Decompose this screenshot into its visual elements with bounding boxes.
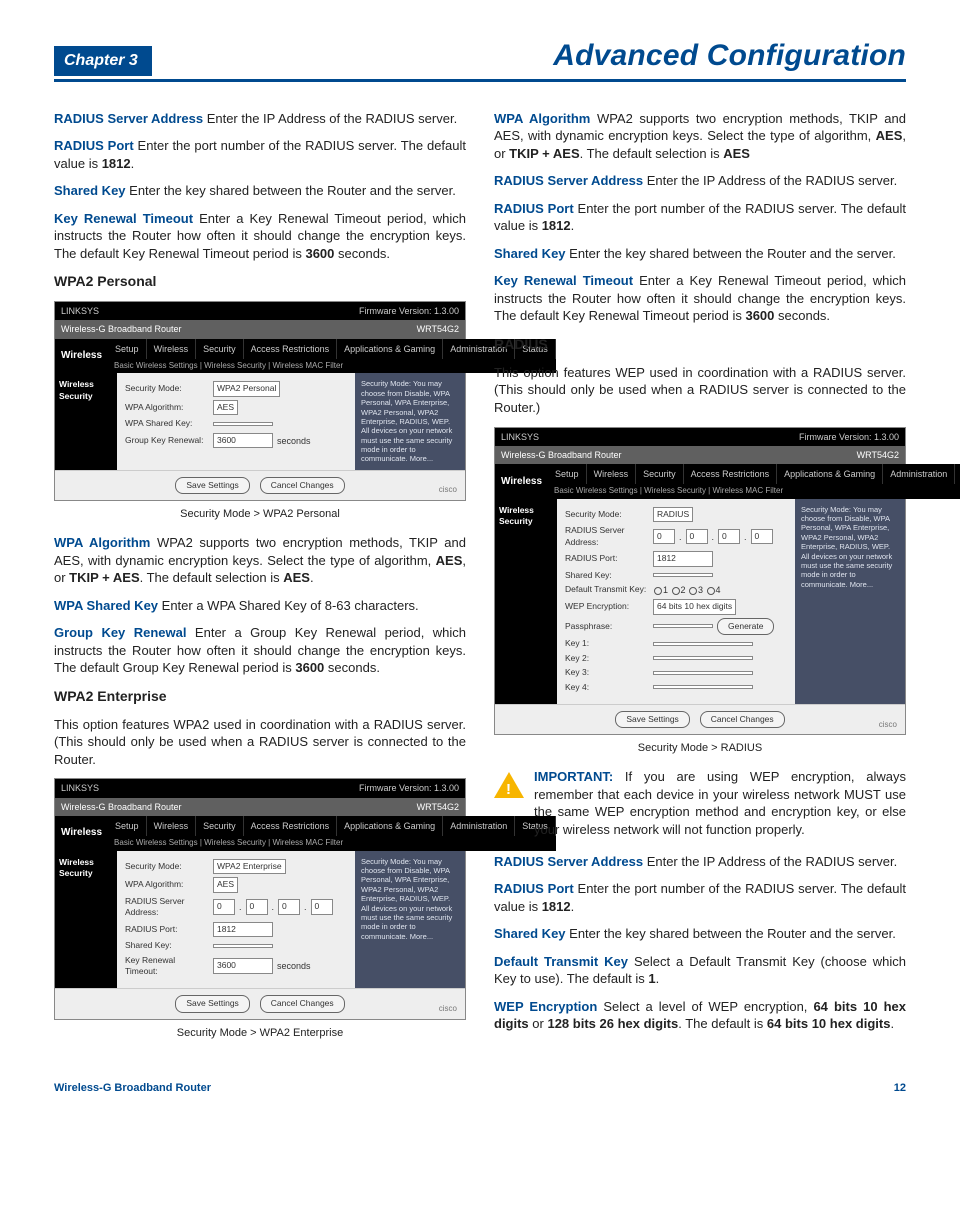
paragraph: Shared Key Enter the key shared between … bbox=[494, 245, 906, 263]
cancel-button: Cancel Changes bbox=[260, 477, 345, 494]
chapter-label: Chapter 3 bbox=[54, 46, 152, 76]
paragraph: RADIUS Port Enter the port number of the… bbox=[494, 200, 906, 235]
paragraph: This option features WPA2 used in coordi… bbox=[54, 716, 466, 769]
page-footer: Wireless-G Broadband Router 12 bbox=[54, 1081, 906, 1096]
paragraph: RADIUS Server Address Enter the IP Addre… bbox=[494, 172, 906, 190]
paragraph: Group Key Renewal Enter a Group Key Rene… bbox=[54, 624, 466, 677]
wpa-key-input bbox=[213, 422, 273, 426]
right-column: WPA Algorithm WPA2 supports two encrypti… bbox=[494, 110, 906, 1053]
important-callout: IMPORTANT: If you are using WEP encrypti… bbox=[494, 768, 906, 838]
router-section: Wireless bbox=[55, 339, 108, 374]
subheading-wpa2-enterprise: WPA2 Enterprise bbox=[54, 687, 466, 706]
paragraph: RADIUS Server Address Enter the IP Addre… bbox=[494, 853, 906, 871]
figure-caption: Security Mode > RADIUS bbox=[494, 741, 906, 756]
paragraph: RADIUS Server Address Enter the IP Addre… bbox=[54, 110, 466, 128]
paragraph: Key Renewal Timeout Enter a Key Renewal … bbox=[494, 272, 906, 325]
paragraph: WEP Encryption Select a level of WEP enc… bbox=[494, 998, 906, 1033]
figure-radius: LINKSYSFirmware Version: 1.3.00 Wireless… bbox=[494, 427, 906, 736]
paragraph: This option features WEP used in coordin… bbox=[494, 364, 906, 417]
paragraph: WPA Algorithm WPA2 supports two encrypti… bbox=[494, 110, 906, 163]
generate-button: Generate bbox=[717, 618, 774, 635]
paragraph: Key Renewal Timeout Enter a Key Renewal … bbox=[54, 210, 466, 263]
paragraph: Shared Key Enter the key shared between … bbox=[494, 925, 906, 943]
paragraph: Default Transmit Key Select a Default Tr… bbox=[494, 953, 906, 988]
router-fw: Firmware Version: 1.3.00 bbox=[359, 305, 459, 317]
warning-icon bbox=[494, 768, 524, 838]
figure-caption: Security Mode > WPA2 Enterprise bbox=[54, 1026, 466, 1041]
router-tabs: SetupWirelessSecurityAccess Restrictions… bbox=[108, 339, 556, 359]
page-header: Chapter 3 Advanced Configuration bbox=[54, 36, 906, 82]
security-mode-select: WPA2 Personal bbox=[213, 381, 280, 396]
figure-wpa2-enterprise: LINKSYSFirmware Version: 1.3.00 Wireless… bbox=[54, 778, 466, 1019]
paragraph: RADIUS Port Enter the port number of the… bbox=[494, 880, 906, 915]
tx-key-radios: 1 2 3 4 bbox=[653, 584, 721, 596]
wpa-algo-select: AES bbox=[213, 400, 238, 415]
paragraph: WPA Shared Key Enter a WPA Shared Key of… bbox=[54, 597, 466, 615]
subheading-radius: RADIUS bbox=[494, 335, 906, 354]
router-help: Security Mode: You may choose from Disab… bbox=[355, 373, 465, 469]
paragraph: Shared Key Enter the key shared between … bbox=[54, 182, 466, 200]
save-button: Save Settings bbox=[175, 477, 249, 494]
cisco-logo: cisco bbox=[439, 485, 457, 496]
footer-product: Wireless-G Broadband Router bbox=[54, 1081, 211, 1096]
page-number: 12 bbox=[894, 1081, 906, 1096]
paragraph: RADIUS Port Enter the port number of the… bbox=[54, 137, 466, 172]
left-column: RADIUS Server Address Enter the IP Addre… bbox=[54, 110, 466, 1053]
figure-caption: Security Mode > WPA2 Personal bbox=[54, 507, 466, 522]
subheading-wpa2-personal: WPA2 Personal bbox=[54, 272, 466, 291]
figure-wpa2-personal: LINKSYS Firmware Version: 1.3.00 Wireless… bbox=[54, 301, 466, 501]
renewal-input: 3600 bbox=[213, 433, 273, 448]
header-title: Advanced Configuration bbox=[553, 36, 906, 77]
paragraph: WPA Algorithm WPA2 supports two encrypti… bbox=[54, 534, 466, 587]
router-brand: LINKSYS bbox=[61, 305, 99, 317]
